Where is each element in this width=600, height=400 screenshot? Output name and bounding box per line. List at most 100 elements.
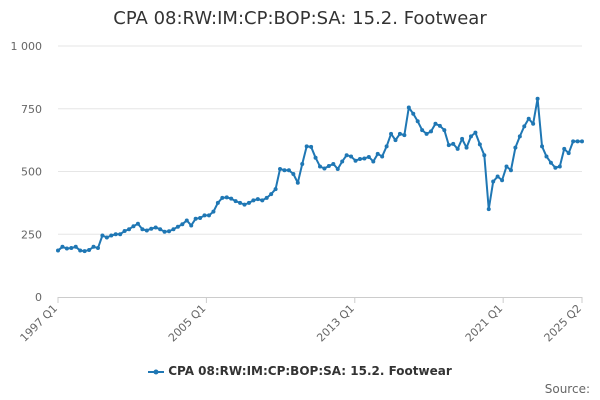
data-point[interactable]	[526, 116, 531, 121]
data-point[interactable]	[482, 153, 487, 158]
data-point[interactable]	[397, 131, 402, 136]
data-point[interactable]	[433, 121, 438, 126]
data-point[interactable]	[158, 227, 163, 232]
data-point[interactable]	[224, 195, 229, 200]
data-point[interactable]	[402, 133, 407, 138]
data-point[interactable]	[451, 141, 456, 146]
data-point[interactable]	[562, 146, 567, 151]
data-point[interactable]	[91, 244, 96, 249]
data-point[interactable]	[140, 227, 145, 232]
data-point[interactable]	[544, 154, 549, 159]
data-point[interactable]	[69, 246, 74, 251]
data-point[interactable]	[415, 119, 420, 124]
data-point[interactable]	[357, 156, 362, 161]
legend[interactable]: CPA 08:RW:IM:CP:BOP:SA: 15.2. Footwear	[0, 364, 600, 378]
data-point[interactable]	[198, 215, 203, 220]
data-point[interactable]	[171, 227, 176, 232]
data-point[interactable]	[477, 142, 482, 147]
data-point[interactable]	[82, 249, 87, 254]
data-point[interactable]	[580, 139, 584, 144]
data-point[interactable]	[118, 232, 123, 237]
data-point[interactable]	[322, 166, 327, 171]
data-point[interactable]	[557, 164, 562, 169]
data-point[interactable]	[282, 168, 287, 173]
data-point[interactable]	[278, 166, 283, 171]
data-point[interactable]	[540, 144, 545, 149]
data-point[interactable]	[535, 96, 540, 101]
data-point[interactable]	[455, 146, 460, 151]
data-point[interactable]	[180, 222, 185, 227]
data-point[interactable]	[548, 160, 553, 165]
data-point[interactable]	[460, 136, 465, 141]
data-point[interactable]	[246, 200, 251, 205]
data-point[interactable]	[473, 130, 478, 135]
data-point[interactable]	[331, 161, 336, 166]
data-point[interactable]	[362, 156, 367, 161]
data-point[interactable]	[500, 178, 505, 183]
data-point[interactable]	[295, 180, 300, 185]
data-point[interactable]	[238, 200, 243, 205]
data-point[interactable]	[269, 192, 274, 197]
data-point[interactable]	[122, 228, 127, 233]
data-point[interactable]	[286, 168, 291, 173]
data-point[interactable]	[375, 151, 380, 156]
data-point[interactable]	[193, 216, 198, 221]
data-point[interactable]	[215, 200, 220, 205]
data-point[interactable]	[131, 224, 136, 229]
data-point[interactable]	[162, 229, 167, 234]
data-point[interactable]	[153, 225, 158, 230]
data-point[interactable]	[429, 129, 434, 134]
data-point[interactable]	[486, 207, 491, 212]
data-point[interactable]	[517, 134, 522, 139]
data-point[interactable]	[242, 202, 247, 207]
data-point[interactable]	[87, 248, 92, 253]
data-point[interactable]	[384, 144, 389, 149]
data-point[interactable]	[393, 138, 398, 143]
data-point[interactable]	[264, 195, 269, 200]
data-point[interactable]	[189, 223, 194, 228]
data-point[interactable]	[553, 165, 558, 170]
data-point[interactable]	[56, 248, 60, 253]
data-point[interactable]	[60, 244, 65, 249]
data-point[interactable]	[495, 174, 500, 179]
data-point[interactable]	[420, 128, 425, 133]
data-point[interactable]	[371, 159, 376, 164]
data-point[interactable]	[135, 221, 140, 226]
data-point[interactable]	[64, 246, 69, 251]
data-point[interactable]	[508, 168, 513, 173]
data-point[interactable]	[468, 134, 473, 139]
data-point[interactable]	[300, 161, 305, 166]
data-point[interactable]	[335, 166, 340, 171]
data-point[interactable]	[313, 155, 318, 160]
data-point[interactable]	[406, 105, 411, 110]
data-point[interactable]	[504, 164, 509, 169]
data-point[interactable]	[202, 213, 207, 218]
data-point[interactable]	[571, 139, 576, 144]
data-point[interactable]	[437, 123, 442, 128]
data-point[interactable]	[513, 145, 518, 150]
data-point[interactable]	[522, 124, 527, 129]
data-point[interactable]	[340, 159, 345, 164]
data-point[interactable]	[175, 224, 180, 229]
data-point[interactable]	[113, 232, 118, 237]
data-point[interactable]	[260, 198, 265, 203]
data-point[interactable]	[442, 128, 447, 133]
data-point[interactable]	[566, 151, 571, 156]
data-point[interactable]	[73, 244, 78, 249]
data-point[interactable]	[464, 145, 469, 150]
data-point[interactable]	[144, 228, 149, 233]
data-point[interactable]	[127, 227, 132, 232]
data-point[interactable]	[575, 139, 580, 144]
data-point[interactable]	[389, 131, 394, 136]
data-point[interactable]	[424, 131, 429, 136]
data-point[interactable]	[206, 213, 211, 218]
data-point[interactable]	[233, 199, 238, 204]
data-point[interactable]	[251, 198, 256, 203]
data-point[interactable]	[353, 158, 358, 163]
data-point[interactable]	[304, 144, 309, 149]
data-point[interactable]	[349, 154, 354, 159]
data-point[interactable]	[184, 218, 189, 223]
data-point[interactable]	[149, 226, 154, 231]
data-point[interactable]	[531, 121, 536, 126]
data-point[interactable]	[446, 143, 451, 148]
